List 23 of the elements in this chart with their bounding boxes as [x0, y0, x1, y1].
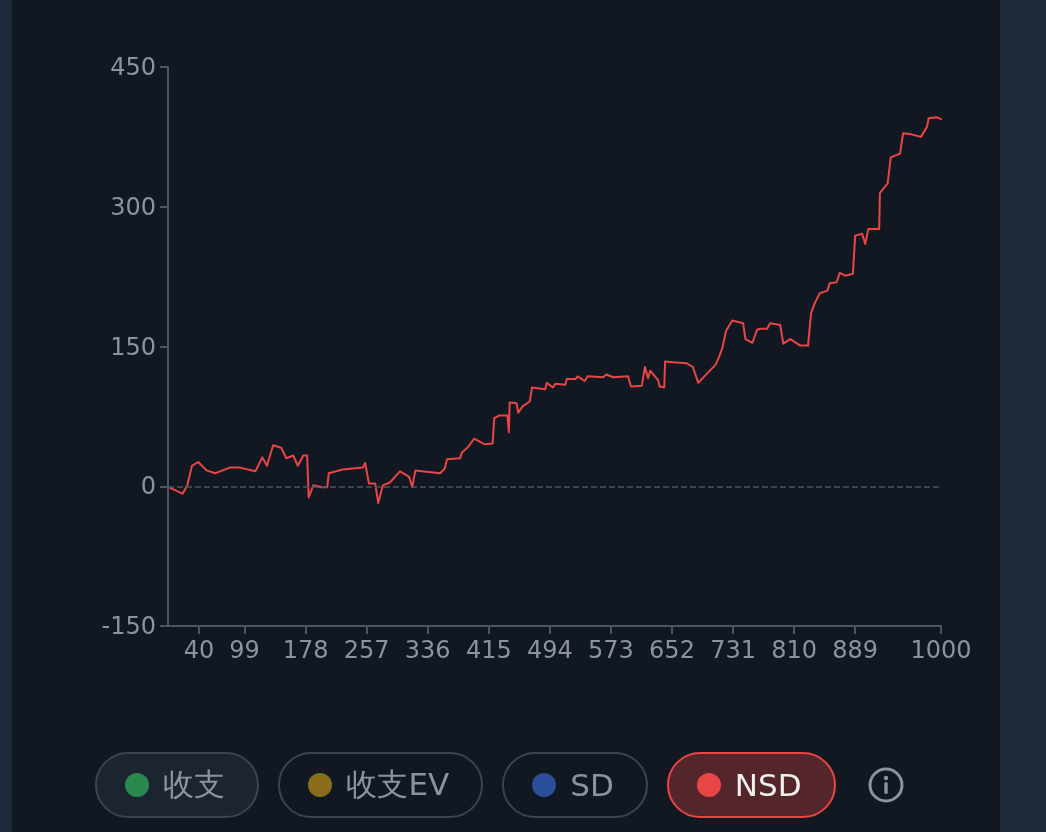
x-tick-label: 494: [526, 636, 573, 664]
x-tick-label: 573: [588, 636, 634, 664]
y-tick-label: -150: [101, 612, 156, 640]
x-tick-label: 810: [771, 636, 818, 664]
x-tick-label: 652: [649, 636, 695, 664]
y-tick-label: 0: [140, 472, 156, 501]
y-tick-label: 300: [110, 192, 156, 221]
line-series: [169, 116, 942, 505]
y-tick-label: 150: [110, 332, 156, 361]
x-tick-label: 99: [229, 636, 260, 664]
legend-label: 收支: [163, 765, 226, 804]
x-tick-label: 40: [183, 636, 215, 664]
x-tick-label: 731: [710, 636, 756, 664]
legend-label: SD: [570, 767, 614, 803]
x-tick-label: 257: [343, 636, 390, 664]
y-tick-label: 450: [110, 53, 156, 81]
legend-label: NSD: [734, 767, 802, 803]
x-tick-label: 415: [465, 636, 512, 664]
x-tick-label: 889: [832, 636, 879, 664]
x-tick-label: 178: [282, 636, 329, 664]
x-tick-label: 336: [404, 636, 451, 664]
legend-label: 收支EV: [346, 765, 450, 804]
x-tick-label: 1000: [910, 636, 972, 664]
